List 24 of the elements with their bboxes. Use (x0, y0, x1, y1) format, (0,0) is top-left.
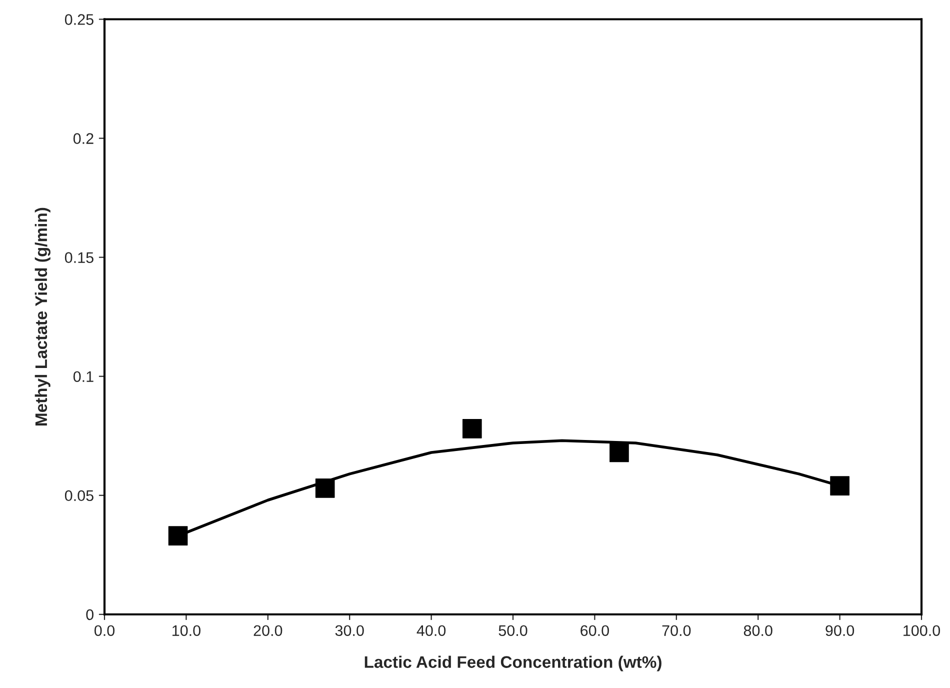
point (610, 442, 629, 462)
point (315, 478, 335, 498)
x-tick-label: 100.0 (904, 625, 940, 636)
point (462, 419, 482, 438)
point (830, 476, 850, 496)
y-tick-label: 0.2 (73, 133, 94, 144)
point (168, 526, 188, 546)
y-axis-title: Methyl Lactate Yield (g/min) (34, 208, 50, 426)
x-tick-label: 20.0 (254, 625, 282, 636)
x-tick-label: 0.0 (94, 625, 115, 636)
x-tick-label: 70.0 (662, 625, 691, 636)
x-tick-label: 30.0 (335, 625, 364, 636)
y-tick-label: 0 (86, 609, 94, 620)
x-axis-title: Lactic Acid Feed Concentration (wt%) (364, 656, 662, 672)
x-tick-label: 80.0 (744, 625, 772, 636)
x-tick-label: 60.0 (580, 625, 609, 636)
y-tick-label: 0.15 (64, 252, 94, 263)
y-tick-label: 0.25 (64, 14, 94, 25)
x-tick-label: 90.0 (826, 625, 854, 636)
x-tick-label: 10.0 (172, 625, 200, 636)
y-tick-label: 0.1 (73, 371, 94, 382)
y-tick-label: 0.05 (64, 490, 94, 502)
x-tick-label: 50.0 (498, 625, 528, 636)
x-tick-label: 40.0 (416, 625, 446, 636)
